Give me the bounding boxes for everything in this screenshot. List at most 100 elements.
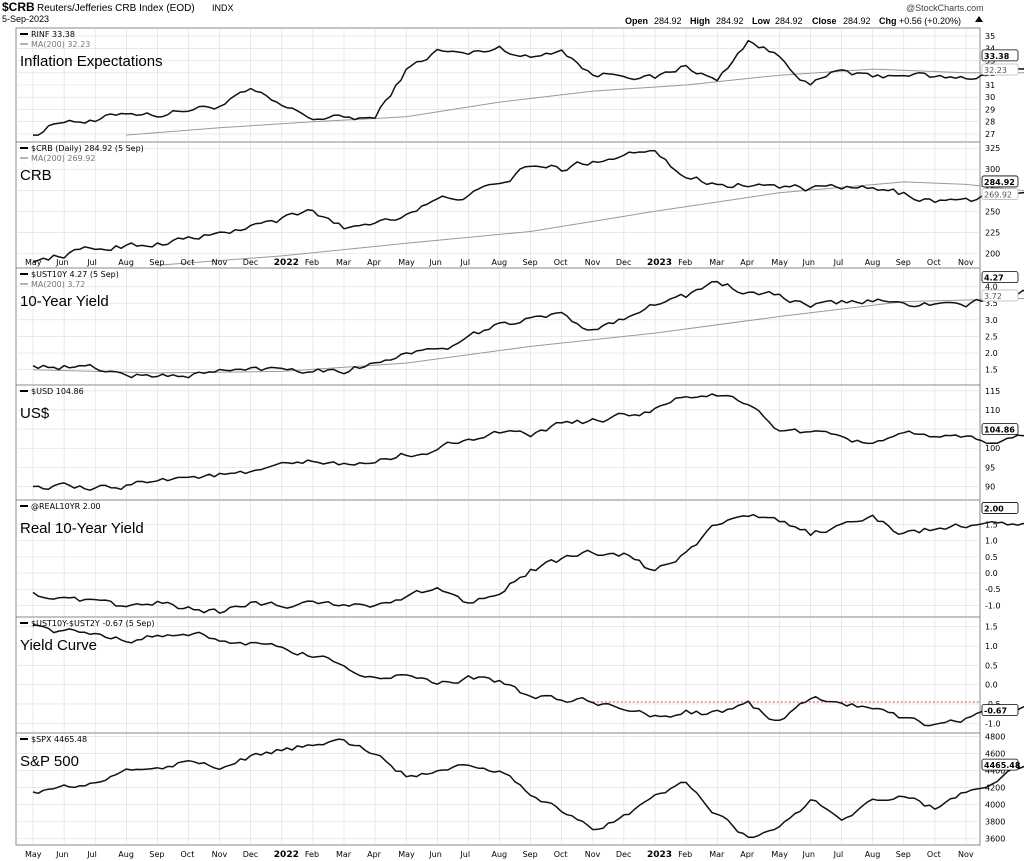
ma-200-line bbox=[32, 297, 1024, 374]
last-value-box bbox=[981, 423, 1019, 436]
exchange: INDX bbox=[212, 3, 234, 13]
y-tick-label: 2.0 bbox=[985, 349, 998, 358]
y-tick-label: 200 bbox=[985, 249, 1000, 258]
x-tick-label-mid: Jul bbox=[833, 258, 844, 267]
x-tick-label: 2023 bbox=[647, 850, 672, 860]
y-tick-label: 27 bbox=[985, 130, 995, 139]
ma-last-value-box bbox=[981, 289, 1019, 302]
legend-label: @REAL10YR 2.00 bbox=[31, 502, 101, 511]
x-tick-label: 2022 bbox=[274, 850, 299, 860]
panel-yieldcurve: 1.51.00.50.0-0.5-1.0$UST10Y-$UST2Y -0.67… bbox=[15, 616, 1024, 734]
y-tick-label: 325 bbox=[985, 144, 1000, 153]
y-tick-label: 0.5 bbox=[985, 661, 998, 670]
last-value-box bbox=[981, 758, 1019, 771]
symbol: $CRB bbox=[2, 0, 35, 14]
index-name: Reuters/Jefferies CRB Index (EOD) bbox=[37, 3, 195, 14]
ma-last-value-label: 32.23 bbox=[984, 66, 1007, 75]
x-tick-label: Nov bbox=[585, 850, 601, 859]
x-tick-label: Apr bbox=[367, 850, 382, 859]
legend-label: $UST10Y 4.27 (5 Sep) bbox=[31, 270, 119, 279]
high-value: 284.92 bbox=[716, 16, 744, 26]
x-tick-label-mid: Oct bbox=[927, 258, 941, 267]
y-tick-label: 3600 bbox=[985, 835, 1005, 844]
x-tick-label-mid: Mar bbox=[336, 258, 352, 267]
x-tick-label-mid: Jul bbox=[86, 258, 97, 267]
ohlc-readout: Open 284.92 High 284.92 Low 284.92 Close… bbox=[625, 16, 983, 26]
x-tick-label-mid: Aug bbox=[865, 258, 881, 267]
x-tick-label-mid: Feb bbox=[305, 258, 319, 267]
y-tick-label: -1.0 bbox=[985, 719, 1001, 728]
panel-title: S&P 500 bbox=[20, 753, 79, 770]
panel-title: 10-Year Yield bbox=[20, 293, 109, 310]
low-value: 284.92 bbox=[775, 16, 803, 26]
y-tick-label: 1.0 bbox=[985, 537, 998, 546]
panel-frame bbox=[15, 499, 981, 618]
panel-frame bbox=[15, 384, 981, 501]
x-tick-label-mid: Feb bbox=[678, 258, 692, 267]
x-tick-label: Jun bbox=[802, 850, 816, 859]
x-tick-label-mid: Jun bbox=[802, 258, 816, 267]
x-tick-label-mid: Apr bbox=[740, 258, 755, 267]
x-tick-label-mid: Jun bbox=[55, 258, 69, 267]
x-tick-label: Sep bbox=[149, 850, 164, 859]
price-line bbox=[32, 738, 1024, 839]
x-axis: May Jun Jul Aug Sep Oct Nov Dec 2022 Feb Mar Apr May… bbox=[25, 258, 974, 860]
x-tick-label: Nov bbox=[958, 850, 974, 859]
x-tick-label: Oct bbox=[927, 850, 941, 859]
panel-frame bbox=[15, 732, 981, 846]
x-tick-label: Dec bbox=[243, 850, 258, 859]
y-tick-label: 100 bbox=[985, 444, 1000, 453]
x-tick-label-mid: Oct bbox=[554, 258, 568, 267]
x-tick-label-mid: Aug bbox=[492, 258, 508, 267]
price-line bbox=[32, 624, 1024, 727]
ma-last-value-label: 3.72 bbox=[984, 292, 1002, 301]
y-tick-label: 30 bbox=[985, 93, 995, 102]
y-tick-label: 28 bbox=[985, 118, 995, 127]
x-tick-label: Jul bbox=[86, 850, 97, 859]
price-line bbox=[33, 39, 1024, 136]
y-tick-label: -0.5 bbox=[985, 585, 1001, 594]
panel-title: Real 10-Year Yield bbox=[20, 520, 144, 537]
x-tick-label: May bbox=[398, 850, 415, 859]
last-value-label: 284.92 bbox=[984, 178, 1015, 187]
ma-legend-label: MA(200) 3.72 bbox=[31, 280, 85, 289]
x-tick-label-mid: Nov bbox=[585, 258, 601, 267]
y-tick-label: 0.5 bbox=[985, 553, 998, 562]
y-tick-label: 4800 bbox=[985, 733, 1005, 742]
y-tick-label: -1.0 bbox=[985, 601, 1001, 610]
x-tick-label: Feb bbox=[305, 850, 319, 859]
x-tick-label: Sep bbox=[523, 850, 538, 859]
close-label: Close bbox=[812, 16, 837, 26]
last-value-box bbox=[981, 502, 1019, 514]
x-tick-label: Apr bbox=[740, 850, 755, 859]
last-value-label: 33.38 bbox=[984, 52, 1010, 61]
chg-value: +0.56 (+0.20%) bbox=[899, 16, 961, 26]
open-label: Open bbox=[625, 16, 648, 26]
panel-real10yr: 1.5 1.0 0.5 0.0 -0.5 -1.0 @REAL10YR 2.00 Real 1… bbox=[15, 499, 1024, 618]
x-tick-label-mid: Aug bbox=[118, 258, 134, 267]
x-tick-label-mid: 2022 bbox=[274, 258, 299, 268]
y-tick-label: 3.0 bbox=[985, 316, 998, 325]
x-tick-label-mid: Oct bbox=[181, 258, 195, 267]
last-value-label: 2.00 bbox=[984, 504, 1004, 513]
x-tick-label: Mar bbox=[709, 850, 725, 859]
x-tick-label-mid: May bbox=[398, 258, 415, 267]
x-tick-label: May bbox=[771, 850, 788, 859]
panel-title: US$ bbox=[20, 405, 50, 422]
y-tick-label: 1.5 bbox=[985, 623, 998, 632]
panel-title: Yield Curve bbox=[20, 637, 97, 654]
panel-ust10y: 4.0 3.5 3.0 2.5 2.0 1.5 $UST10Y 4.27 (5 Sep)MA… bbox=[15, 267, 1024, 386]
panel-frame bbox=[15, 141, 981, 269]
last-value-label: 104.86 bbox=[984, 426, 1015, 435]
y-tick-label: 1.5 bbox=[985, 521, 998, 530]
legend-label: $CRB (Daily) 284.92 (5 Sep) bbox=[31, 144, 144, 153]
x-tick-label: May bbox=[25, 850, 42, 859]
panel-frame bbox=[15, 616, 981, 734]
panel-title: Inflation Expectations bbox=[20, 53, 163, 70]
y-tick-label: 1.0 bbox=[985, 642, 998, 651]
y-tick-label: 115 bbox=[985, 387, 1000, 396]
y-tick-label: 90 bbox=[985, 483, 995, 492]
